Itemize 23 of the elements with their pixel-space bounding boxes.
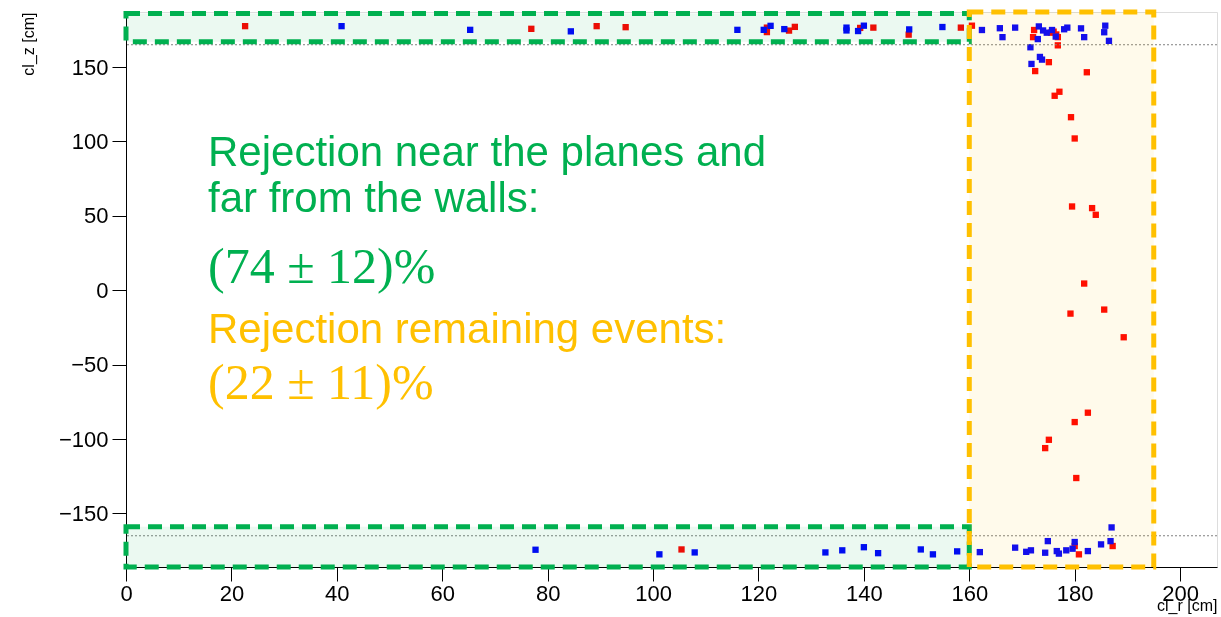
y-tick-label: −50	[71, 352, 109, 378]
x-tick-label: 180	[1056, 580, 1094, 606]
x-tick-label: 160	[951, 580, 989, 606]
y-tick-label: 150	[71, 54, 109, 80]
y-axis-title: cl_z [cm]	[19, 12, 38, 76]
annotation: Rejection near the planes and	[208, 128, 767, 175]
annotation: (74 ± 12)%	[208, 238, 436, 294]
x-tick-label: 120	[740, 580, 778, 606]
y-tick-label: 50	[84, 203, 109, 229]
x-tick-label: 40	[325, 580, 350, 606]
annotation: Rejection remaining events:	[208, 305, 727, 352]
x-tick-label: 140	[846, 580, 883, 606]
y-tick-label: −150	[58, 500, 109, 526]
y-tick-label: 0	[96, 277, 109, 303]
x-tick-label: 80	[535, 580, 561, 606]
y-tick-label: −100	[58, 426, 109, 452]
y-tick-label: 100	[71, 128, 109, 154]
x-tick-label: 20	[219, 580, 245, 606]
x-tick-label: 60	[430, 580, 455, 606]
x-tick-label: 100	[635, 580, 672, 606]
annotation: far from the walls:	[208, 174, 540, 221]
x-tick-label: 0	[120, 580, 133, 606]
annotation: (22 ± 11)%	[208, 354, 434, 410]
